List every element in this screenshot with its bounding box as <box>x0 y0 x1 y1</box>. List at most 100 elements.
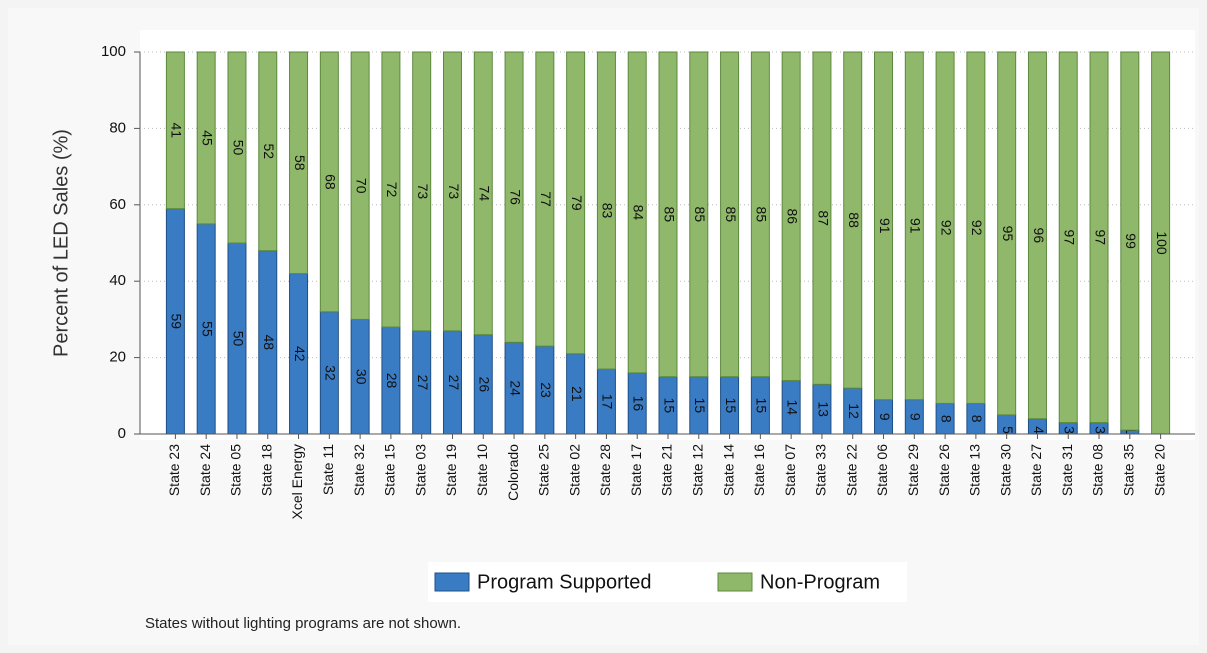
x-tick-label: State 14 <box>720 444 736 496</box>
data-label: 83 <box>600 203 616 219</box>
bar-segment <box>781 51 801 382</box>
data-label: 55 <box>199 321 215 337</box>
data-label: 9 <box>908 413 924 421</box>
bar-segment <box>1027 51 1047 420</box>
data-label: 92 <box>938 220 954 236</box>
data-label: 58 <box>292 155 308 171</box>
data-label: 85 <box>661 207 677 223</box>
data-label: 45 <box>199 130 215 146</box>
x-tick-label: State 18 <box>258 444 274 496</box>
note: States without lighting programs are not… <box>145 615 461 632</box>
data-label: 30 <box>353 369 369 385</box>
bar-segment <box>812 51 832 385</box>
data-label: 32 <box>323 365 339 381</box>
bar-segment <box>442 51 462 332</box>
data-label: 48 <box>261 335 277 351</box>
legend-box <box>428 562 907 602</box>
x-tick-label: State 27 <box>1028 444 1044 496</box>
data-label: 15 <box>723 398 739 414</box>
x-tick-label: State 20 <box>1151 444 1167 496</box>
data-label: 74 <box>477 186 493 202</box>
bar-segment <box>627 51 647 374</box>
data-label: 15 <box>661 398 677 414</box>
x-tick-label: State 08 <box>1090 444 1106 496</box>
data-label: 42 <box>292 346 308 362</box>
x-tick-label: State 28 <box>597 444 613 496</box>
bar-segment <box>412 51 432 332</box>
bar-segment <box>535 51 555 347</box>
data-label: 87 <box>815 210 831 226</box>
data-label: 85 <box>692 207 708 223</box>
bar-segment <box>1058 51 1078 424</box>
bar-segment <box>1120 51 1140 431</box>
data-label: 52 <box>261 144 277 160</box>
data-label: 12 <box>846 403 862 419</box>
data-label: 13 <box>815 401 831 417</box>
data-label: 5 <box>1000 426 1016 434</box>
y-tick-label: 80 <box>109 119 126 136</box>
data-label: 15 <box>692 398 708 414</box>
x-tick-label: State 35 <box>1121 444 1137 496</box>
bar-segment <box>720 51 740 378</box>
data-label: 8 <box>938 415 954 423</box>
x-tick-label: State 32 <box>351 444 367 496</box>
x-tick-label: State 29 <box>905 444 921 496</box>
data-label: 9 <box>877 413 893 421</box>
bar-segment <box>966 51 986 404</box>
bar-segment <box>165 51 185 210</box>
bar-segment <box>596 51 616 370</box>
data-label: 76 <box>507 189 523 205</box>
x-tick-label: Xcel Energy <box>289 444 305 519</box>
legend-swatch <box>717 572 753 592</box>
data-label: 50 <box>230 140 246 156</box>
data-label: 86 <box>784 208 800 224</box>
data-label: 88 <box>846 212 862 228</box>
x-tick-label: State 16 <box>751 444 767 496</box>
bar-segment <box>997 51 1017 416</box>
bar-segment <box>504 51 524 343</box>
data-label: 59 <box>169 314 185 330</box>
bar-segment <box>874 51 894 401</box>
data-label: 85 <box>723 207 739 223</box>
bar-segment <box>1089 51 1109 424</box>
y-axis-title: Percent of LED Sales (%) <box>50 129 72 357</box>
bar-segment <box>689 51 709 378</box>
data-label: 85 <box>754 207 770 223</box>
data-label: 79 <box>569 195 585 211</box>
data-label: 21 <box>569 386 585 402</box>
data-label: 96 <box>1031 228 1047 244</box>
x-tick-label: State 22 <box>843 444 859 496</box>
data-label: 95 <box>1000 226 1016 242</box>
data-label: 16 <box>631 396 647 412</box>
x-tick-label: State 19 <box>443 444 459 496</box>
y-tick-label: 40 <box>109 272 126 289</box>
x-tick-label: State 15 <box>382 444 398 496</box>
x-tick-label: State 23 <box>166 444 182 496</box>
x-tick-label: State 02 <box>566 444 582 496</box>
data-label: 26 <box>477 377 493 393</box>
data-label: 14 <box>784 399 800 415</box>
data-label: 73 <box>446 184 462 200</box>
data-label: 15 <box>754 398 770 414</box>
bar-segment <box>843 51 863 389</box>
bar-segment <box>319 51 339 313</box>
x-tick-label: State 24 <box>197 444 213 496</box>
x-tick-label: State 12 <box>689 444 705 496</box>
x-tick-label: State 31 <box>1059 444 1075 496</box>
bar-segment <box>904 51 924 401</box>
data-label: 41 <box>169 123 185 139</box>
data-label: 27 <box>446 375 462 391</box>
bar-segment <box>227 51 247 244</box>
data-label: 3 <box>1092 426 1108 434</box>
legend-swatch <box>434 572 470 592</box>
bar-segment <box>935 51 955 404</box>
x-tick-label: State 07 <box>782 444 798 496</box>
data-label: 92 <box>969 220 985 236</box>
data-label: 27 <box>415 375 431 391</box>
bar-segment <box>750 51 770 378</box>
y-tick-label: 100 <box>101 43 126 60</box>
x-tick-label: State 21 <box>659 444 675 496</box>
data-label: 8 <box>969 415 985 423</box>
bar-segment <box>381 51 401 328</box>
